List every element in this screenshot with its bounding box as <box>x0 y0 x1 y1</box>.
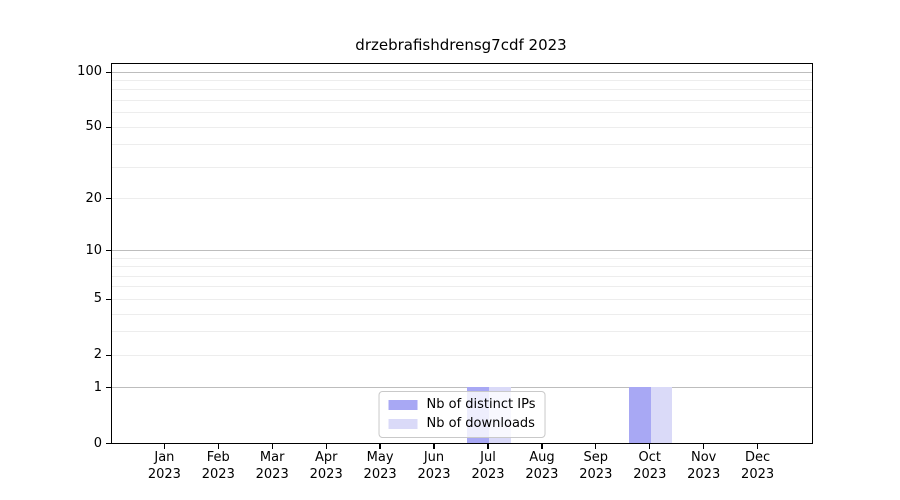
gridline-minor-40 <box>112 144 812 146</box>
y-tick-mark-20 <box>106 197 111 200</box>
gridline-minor-50 <box>112 126 812 128</box>
y-tick-label-5: 5 <box>93 291 102 307</box>
x-tick-mark-sep-2023 <box>595 443 597 449</box>
gridline-minor-6 <box>112 286 812 288</box>
y-tick-mark-5 <box>106 298 111 301</box>
gridline-major-10 <box>112 250 812 251</box>
gridline-minor-30 <box>112 166 812 168</box>
y-tick-mark-1 <box>106 387 111 389</box>
gridline-minor-20 <box>112 198 812 199</box>
x-tick-label-aug-2023: Aug 2023 <box>525 450 559 482</box>
x-tick-mark-may-2023 <box>379 443 381 449</box>
y-tick-label-10: 10 <box>85 242 102 258</box>
y-tick-mark-10 <box>106 249 111 252</box>
y-tick-label-1: 1 <box>93 379 102 395</box>
x-tick-label-apr-2023: Apr 2023 <box>309 450 343 482</box>
y-tick-mark-50 <box>106 126 111 128</box>
legend-swatch-downloads <box>388 419 418 429</box>
legend: Nb of distinct IPs Nb of downloads <box>378 391 546 438</box>
y-tick-mark-2 <box>106 354 111 356</box>
legend-label-distinct-ips: Nb of distinct IPs <box>426 397 536 412</box>
bar-downloads-oct-2023 <box>650 387 673 443</box>
legend-item-downloads: Nb of downloads <box>388 416 536 432</box>
x-tick-mark-feb-2023 <box>217 443 219 449</box>
gridline-minor-80 <box>112 89 812 91</box>
x-tick-mark-mar-2023 <box>271 443 273 449</box>
x-tick-label-mar-2023: Mar 2023 <box>255 450 289 482</box>
plot-area: Nb of distinct IPs Nb of downloads <box>111 63 813 444</box>
y-tick-label-0: 0 <box>93 435 102 451</box>
x-tick-label-jun-2023: Jun 2023 <box>417 450 451 482</box>
y-tick-mark-100 <box>106 71 111 73</box>
gridline-minor-2 <box>112 354 812 356</box>
gridline-minor-8 <box>112 266 812 268</box>
gridline-minor-90 <box>112 80 812 81</box>
x-tick-mark-aug-2023 <box>541 443 543 449</box>
x-tick-label-feb-2023: Feb 2023 <box>201 450 235 482</box>
legend-label-downloads: Nb of downloads <box>426 416 535 431</box>
y-tick-label-50: 50 <box>85 119 102 135</box>
x-tick-mark-apr-2023 <box>325 443 327 449</box>
gridline-minor-70 <box>112 100 812 101</box>
legend-item-distinct-ips: Nb of distinct IPs <box>388 397 536 413</box>
legend-swatch-distinct-ips <box>388 400 418 410</box>
x-tick-label-nov-2023: Nov 2023 <box>687 450 721 482</box>
x-tick-mark-nov-2023 <box>703 443 705 449</box>
gridline-minor-5 <box>112 298 812 300</box>
bar-distinct-ips-oct-2023 <box>629 387 651 443</box>
x-tick-label-jul-2023: Jul 2023 <box>471 450 505 482</box>
y-tick-label-20: 20 <box>85 190 102 206</box>
gridline-major-100 <box>112 71 812 73</box>
x-tick-label-may-2023: May 2023 <box>363 450 397 482</box>
gridline-minor-4 <box>112 313 812 315</box>
x-tick-mark-jan-2023 <box>163 443 166 449</box>
x-tick-mark-dec-2023 <box>756 443 759 449</box>
gridline-minor-3 <box>112 331 812 333</box>
x-tick-label-jan-2023: Jan 2023 <box>147 450 181 482</box>
x-tick-label-sep-2023: Sep 2023 <box>579 450 613 482</box>
x-tick-label-dec-2023: Dec 2023 <box>741 450 775 482</box>
y-tick-mark-0 <box>106 442 111 445</box>
chart-title: drzebrafishdrensg7cdf 2023 <box>355 36 567 54</box>
gridline-minor-9 <box>112 257 812 259</box>
gridline-minor-60 <box>112 112 812 114</box>
y-tick-label-2: 2 <box>93 347 102 363</box>
x-tick-mark-oct-2023 <box>649 443 651 449</box>
x-tick-mark-jun-2023 <box>433 443 435 449</box>
x-tick-mark-jul-2023 <box>487 443 489 449</box>
y-tick-label-100: 100 <box>77 64 102 80</box>
gridline-major-1 <box>112 387 812 389</box>
gridline-minor-7 <box>112 275 812 277</box>
x-tick-label-oct-2023: Oct 2023 <box>633 450 667 482</box>
